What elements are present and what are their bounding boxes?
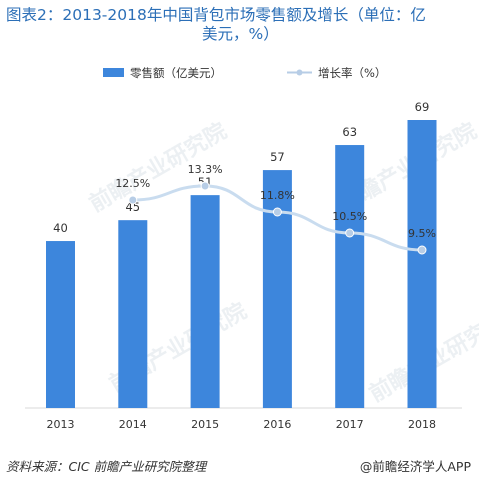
legend-line-marker [296,69,303,76]
x-tick-2015: 2015 [191,418,219,431]
growth-label-2017: 10.5% [332,210,367,223]
bar-label-2016: 57 [270,150,285,164]
bar-2017 [335,145,365,409]
legend-bar-swatch [103,68,124,77]
bar-2015 [190,195,220,408]
bar-label-2013: 40 [53,221,68,235]
x-tick-2016: 2016 [263,418,291,431]
title-line-2: 美元，%） [202,25,279,43]
growth-label-2015: 13.3% [188,163,223,176]
growth-point-2015 [200,181,210,191]
legend-line-label: 增长率（%） [318,66,386,80]
x-tick-2017: 2017 [336,418,364,431]
x-tick-2014: 2014 [119,418,147,431]
x-tick-2013: 2013 [47,418,75,431]
bar-label-2018: 69 [415,100,430,114]
bar-2013 [46,241,75,408]
growth-label-2016: 11.8% [260,189,295,202]
growth-point-2016 [272,207,282,217]
brand-credit: @前瞻经济学人APP [359,459,471,474]
chart-title: 图表2：2013-2018年中国背包市场零售额及增长（单位：亿 美元，%） [6,6,474,44]
bar-label-2017: 63 [342,125,357,139]
growth-label-2014: 12.5% [115,177,150,190]
growth-label-2018: 9.5% [408,227,436,240]
bar-label-2014: 45 [125,200,140,214]
bar-2018 [407,120,437,408]
title-line-1: 图表2：2013-2018年中国背包市场零售额及增长（单位：亿 [6,6,426,24]
bar-2014 [118,220,148,408]
x-tick-2018: 2018 [408,418,436,431]
growth-point-2017 [345,228,355,238]
legend-bar-label: 零售额（亿美元） [130,66,222,80]
source-note: 资料来源：CIC 前瞻产业研究院整理 [6,459,207,474]
bar-2016 [262,170,292,408]
growth-point-2014 [128,195,138,205]
growth-point-2018 [417,245,427,255]
legend: 零售额（亿美元） 增长率（%） [103,66,386,80]
